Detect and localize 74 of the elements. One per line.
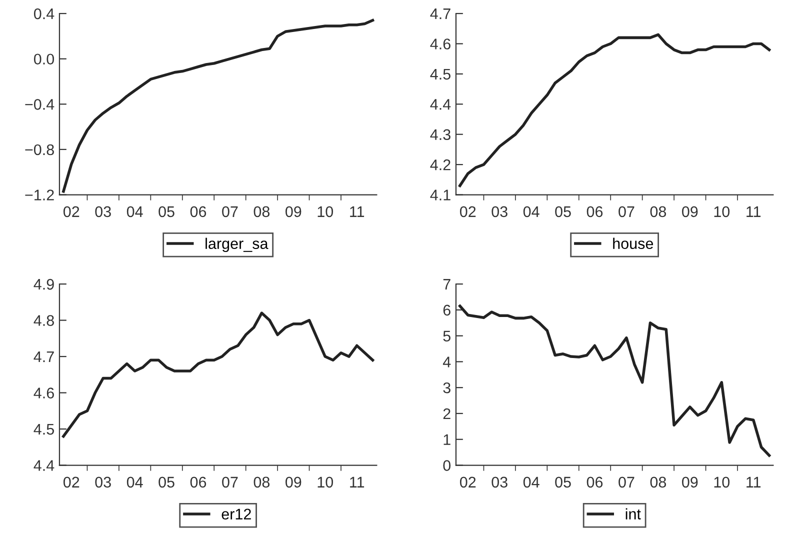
legend-label: house xyxy=(613,238,654,250)
y-tick-label: 4.7 xyxy=(34,352,54,362)
x-tick-label: 04 xyxy=(126,476,143,488)
x-tick-label: 09 xyxy=(286,476,302,488)
x-tick-label: 07 xyxy=(618,206,634,218)
y-tick-label: 5 xyxy=(443,330,450,342)
y-tick-label: 6 xyxy=(443,304,450,316)
y-tick-label: 4.1 xyxy=(430,190,450,200)
x-tick-label: 07 xyxy=(222,206,238,218)
y-tick-label: 4.4 xyxy=(430,99,451,110)
x-tick-label: 02 xyxy=(460,476,476,488)
x-tick-label: 08 xyxy=(650,206,666,218)
y-tick-label: 4.7 xyxy=(430,8,450,20)
x-tick-label: 05 xyxy=(158,476,174,488)
y-tick-label: 1 xyxy=(444,434,450,445)
y-tick-label: 4 xyxy=(442,356,451,368)
x-tick-label: 02 xyxy=(460,206,476,218)
x-tick-label: 05 xyxy=(158,206,174,218)
y-tick-label: 2 xyxy=(443,408,450,420)
y-tick-label: 3 xyxy=(443,382,450,394)
x-tick-label: 10 xyxy=(714,476,730,488)
x-tick-label: 09 xyxy=(286,206,302,218)
x-tick-label: 11 xyxy=(350,206,364,217)
x-tick-label: 03 xyxy=(492,206,508,218)
legend-label: er12 xyxy=(222,508,251,520)
y-tick-label: −0.4 xyxy=(25,99,54,110)
x-tick-label: 09 xyxy=(682,476,698,488)
y-tick-label: 0 xyxy=(443,460,451,471)
x-tick-label: 06 xyxy=(190,206,206,218)
y-tick-label: 4.6 xyxy=(34,388,54,398)
x-tick-label: 08 xyxy=(254,476,270,488)
y-tick-label: 7 xyxy=(443,279,450,290)
x-tick-label: 11 xyxy=(746,206,761,217)
y-tick-label: 0.0 xyxy=(34,54,54,65)
x-tick-label: 03 xyxy=(492,476,508,488)
y-tick-label: 4.9 xyxy=(34,278,54,290)
y-tick-label: 0.4 xyxy=(34,8,54,20)
x-tick-label: 04 xyxy=(523,476,540,488)
x-tick-label: 07 xyxy=(618,476,634,488)
x-tick-label: 08 xyxy=(254,206,270,218)
x-tick-label: 06 xyxy=(190,476,206,488)
x-tick-label: 10 xyxy=(714,206,730,218)
line-series xyxy=(62,18,374,193)
x-tick-label: 06 xyxy=(586,206,603,218)
x-tick-label: 02 xyxy=(63,206,80,218)
x-tick-label: 08 xyxy=(650,476,666,488)
x-tick-label: 11 xyxy=(350,476,364,488)
x-tick-label: 10 xyxy=(318,476,334,488)
line-series xyxy=(458,304,771,457)
x-tick-label: 03 xyxy=(95,206,111,218)
y-tick-label: 4.4 xyxy=(34,460,54,471)
x-tick-label: 05 xyxy=(555,476,571,488)
y-tick-label: 4.8 xyxy=(34,315,54,326)
x-tick-label: 05 xyxy=(555,206,571,218)
legend-label: int xyxy=(626,508,641,520)
y-tick-label: 4.5 xyxy=(34,424,54,435)
x-tick-label: 04 xyxy=(523,206,540,218)
x-tick-label: 06 xyxy=(586,476,603,488)
y-tick-label: −0.8 xyxy=(25,144,54,156)
x-tick-label: 03 xyxy=(95,476,111,488)
x-tick-label: 10 xyxy=(318,206,334,218)
x-tick-label: 04 xyxy=(126,206,143,218)
x-tick-label: 07 xyxy=(222,476,238,488)
y-tick-label: −1.2 xyxy=(25,190,54,200)
line-series xyxy=(458,33,771,188)
y-tick-label: 4.2 xyxy=(430,159,450,170)
y-tick-label: 4.6 xyxy=(430,38,450,50)
x-tick-label: 09 xyxy=(682,206,698,218)
y-tick-label: 4.5 xyxy=(430,68,450,80)
line-series xyxy=(62,312,374,438)
x-tick-label: 11 xyxy=(746,476,761,488)
y-tick-label: 4.3 xyxy=(430,129,450,140)
x-tick-label: 02 xyxy=(63,476,80,488)
legend-label: larger_sa xyxy=(206,238,268,252)
